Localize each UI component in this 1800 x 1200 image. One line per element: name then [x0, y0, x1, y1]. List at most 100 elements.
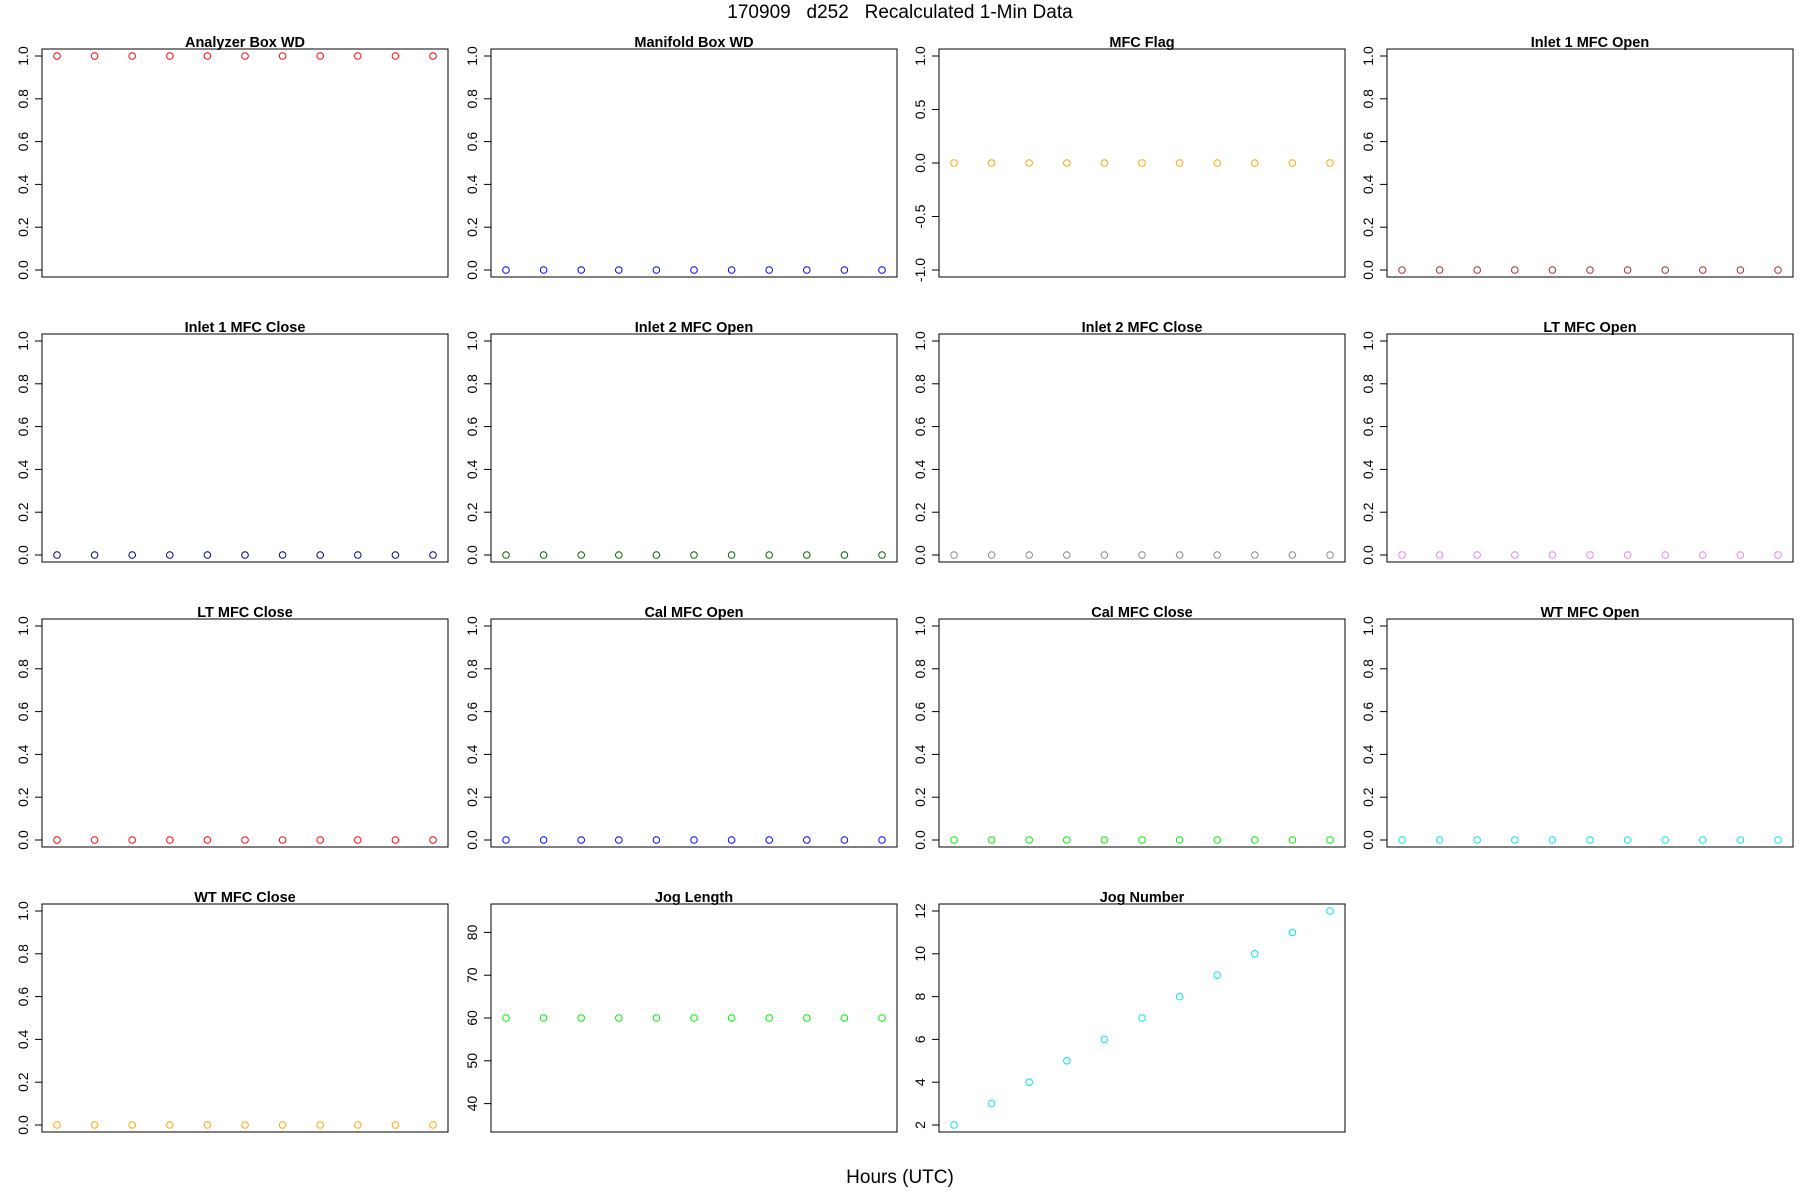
- data-point: [1661, 266, 1669, 274]
- data-point: [1623, 836, 1632, 844]
- chart-title: Inlet 1 MFC Open: [1531, 35, 1649, 51]
- y-tick-label: 0.0: [912, 153, 928, 173]
- y-tick-label: 0.2: [15, 1072, 31, 1092]
- y-tick-label: 50: [464, 1053, 480, 1069]
- y-tick-label: 0.6: [15, 702, 31, 722]
- y-tick-label: 80: [464, 924, 480, 940]
- data-point: [727, 836, 736, 844]
- chart-panel: Inlet 1 MFC Open 0.0 0.2 0.4 0.6 0.8 1.0: [1360, 35, 1794, 280]
- data-point: [1213, 551, 1221, 559]
- chart-title: Analyzer Box WD: [185, 35, 305, 51]
- y-tick-label: 0.6: [912, 417, 928, 437]
- y-tick-label: 0.0: [15, 1115, 31, 1135]
- data-point: [203, 836, 212, 844]
- y-tick-label: 1.0: [15, 331, 31, 351]
- chart-panel: Cal MFC Open 0.0 0.2 0.4 0.6 0.8 1.0: [464, 605, 898, 850]
- data-point: [1138, 551, 1146, 559]
- chart-panel: WT MFC Close 0.0 0.2 0.4 0.6 0.8 1.0: [15, 890, 449, 1135]
- chart-title: WT MFC Close: [194, 890, 296, 906]
- data-point: [502, 836, 510, 844]
- y-tick-label: 0.4: [1360, 174, 1376, 194]
- data-point: [765, 266, 774, 274]
- data-point: [615, 1014, 623, 1022]
- y-tick-label: 0.6: [1360, 702, 1376, 722]
- data-point: [128, 52, 136, 60]
- plot-frame: [1386, 333, 1794, 563]
- y-tick-label: 0.0: [1360, 260, 1376, 280]
- data-point: [1699, 836, 1707, 844]
- data-point: [53, 1121, 61, 1129]
- data-point: [354, 551, 362, 559]
- data-point: [128, 836, 136, 844]
- plot-frame: [41, 333, 449, 563]
- data-point: [166, 836, 174, 844]
- y-tick-label: 1.0: [464, 46, 480, 66]
- data-point: [803, 1014, 811, 1022]
- data-point: [1175, 551, 1184, 559]
- plot-frame: [1386, 48, 1794, 278]
- data-point: [278, 836, 287, 844]
- data-point: [53, 551, 61, 559]
- data-point: [727, 266, 736, 274]
- data-point: [1326, 551, 1334, 559]
- data-point: [1548, 836, 1557, 844]
- y-tick-label: 10: [912, 946, 928, 962]
- data-point: [429, 1121, 437, 1129]
- chart-title: Cal MFC Open: [644, 605, 743, 621]
- data-point: [278, 52, 287, 60]
- data-point: [1100, 159, 1109, 167]
- data-point: [1548, 551, 1557, 559]
- data-point: [577, 1014, 586, 1022]
- y-tick-label: 0.0: [15, 260, 31, 280]
- y-tick-label: 0.8: [15, 374, 31, 394]
- y-tick-label: 0.6: [464, 702, 480, 722]
- data-point: [1288, 928, 1297, 937]
- data-point: [1063, 551, 1071, 559]
- y-tick-label: 0.8: [912, 659, 928, 679]
- data-point: [1398, 551, 1406, 559]
- y-tick-label: 0.4: [1360, 744, 1376, 764]
- data-point: [241, 52, 249, 60]
- data-point: [1213, 971, 1221, 980]
- data-point: [878, 266, 886, 274]
- data-point: [1623, 551, 1632, 559]
- y-tick-label: 0.8: [15, 659, 31, 679]
- chart-title: Inlet 1 MFC Close: [185, 320, 306, 336]
- data-point: [316, 1121, 325, 1129]
- data-point: [53, 52, 61, 60]
- y-tick-label: 1.0: [1360, 616, 1376, 636]
- data-point: [1661, 836, 1669, 844]
- data-point: [1473, 266, 1481, 274]
- y-tick-label: 0.8: [464, 89, 480, 109]
- data-point: [765, 551, 774, 559]
- plot-frame: [938, 48, 1346, 278]
- y-tick-label: 0.0: [912, 830, 928, 850]
- data-point: [90, 836, 99, 844]
- data-point: [1138, 1014, 1146, 1022]
- y-tick-label: 0.8: [1360, 89, 1376, 109]
- data-point: [316, 52, 325, 60]
- data-point: [950, 551, 958, 559]
- y-tick-label: 0.4: [464, 174, 480, 194]
- data-point: [840, 1014, 849, 1022]
- data-point: [987, 1099, 996, 1108]
- data-point: [1251, 836, 1259, 844]
- data-point: [539, 836, 548, 844]
- data-point: [1774, 836, 1782, 844]
- data-point: [1025, 159, 1033, 167]
- data-point: [278, 1121, 287, 1129]
- data-point: [429, 836, 437, 844]
- data-point: [1699, 551, 1707, 559]
- y-tick-label: 0.8: [15, 944, 31, 964]
- figure-title: 170909 d252 Recalculated 1-Min Data: [727, 2, 1073, 23]
- plot-frame: [938, 903, 1346, 1133]
- data-point: [1511, 551, 1519, 559]
- data-point: [1326, 836, 1334, 844]
- data-point: [128, 551, 136, 559]
- data-point: [429, 52, 437, 60]
- plot-frame: [490, 903, 898, 1133]
- data-point: [391, 551, 400, 559]
- data-point: [765, 836, 774, 844]
- y-tick-label: 0.2: [1360, 787, 1376, 807]
